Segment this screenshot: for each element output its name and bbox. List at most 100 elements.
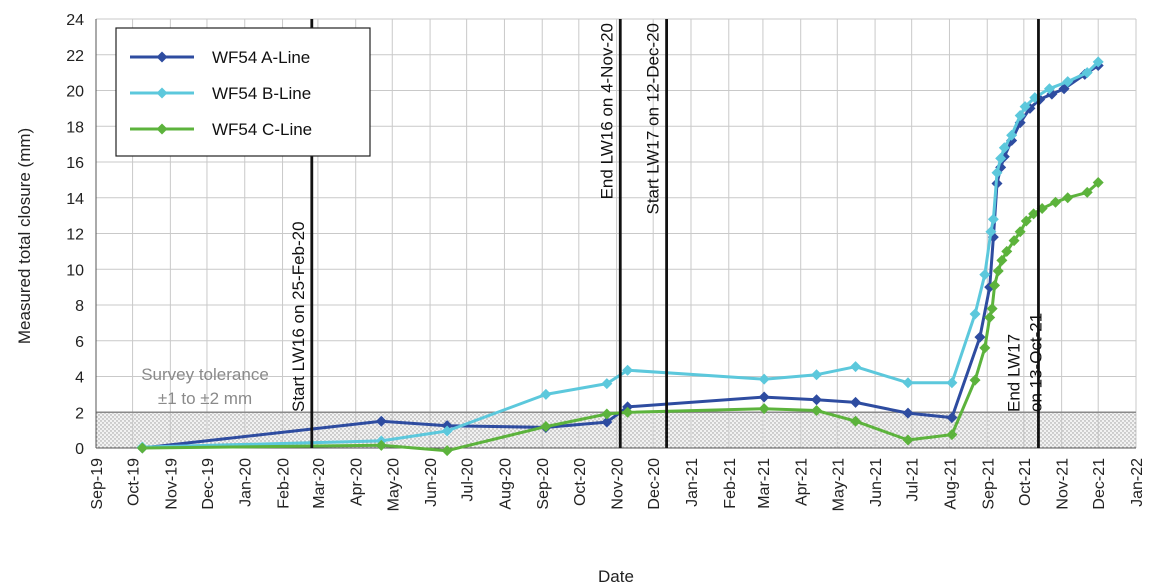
y-tick-label: 22 bbox=[66, 48, 84, 65]
x-tick-label: Dec-21 bbox=[1091, 458, 1108, 510]
y-tick-label: 2 bbox=[75, 405, 84, 422]
event-label: End LW16 on 4-Nov-20 bbox=[597, 23, 616, 199]
data-point bbox=[540, 421, 552, 433]
data-point bbox=[979, 269, 991, 281]
x-tick-label: Oct-19 bbox=[126, 458, 143, 506]
y-tick-label: 6 bbox=[75, 334, 84, 351]
data-point bbox=[1001, 245, 1013, 257]
x-tick-label: Jan-22 bbox=[1129, 458, 1146, 507]
data-point bbox=[622, 406, 634, 418]
y-tick-label: 24 bbox=[66, 12, 84, 29]
x-tick-label: Feb-21 bbox=[722, 458, 739, 509]
data-point bbox=[375, 439, 387, 451]
data-point bbox=[1092, 56, 1104, 68]
x-tick-label: Jan-20 bbox=[238, 458, 255, 507]
data-point bbox=[758, 391, 770, 403]
data-point bbox=[991, 167, 1003, 179]
data-point bbox=[1014, 110, 1026, 122]
x-tick-label: Mar-21 bbox=[756, 458, 773, 509]
y-tick-label: 20 bbox=[66, 84, 84, 101]
data-point bbox=[995, 152, 1007, 164]
x-tick-label: Oct-21 bbox=[1017, 458, 1034, 506]
data-point bbox=[1008, 235, 1020, 247]
data-point bbox=[1050, 196, 1062, 208]
x-tick-label: Jul-21 bbox=[905, 458, 922, 502]
data-point bbox=[984, 312, 996, 324]
event-label: End LW17 bbox=[1004, 334, 1023, 412]
data-point bbox=[1092, 177, 1104, 189]
series-2 bbox=[136, 56, 1104, 453]
data-point bbox=[996, 254, 1008, 266]
data-point bbox=[136, 442, 148, 454]
data-point bbox=[758, 403, 770, 415]
event-label: on 13-Oct-21 bbox=[1026, 313, 1045, 412]
x-tick-label: Nov-20 bbox=[610, 458, 627, 510]
data-point bbox=[998, 142, 1010, 154]
y-tick-label: 0 bbox=[75, 441, 84, 458]
data-point bbox=[811, 369, 823, 381]
data-point bbox=[811, 404, 823, 416]
x-tick-label: Sep-19 bbox=[89, 458, 106, 510]
x-tick-label: Feb-20 bbox=[276, 458, 293, 509]
data-point bbox=[601, 408, 613, 420]
plot-area: Survey tolerance ±1 to ±2 mm Start LW16 on… bbox=[95, 18, 1137, 457]
data-point bbox=[850, 415, 862, 427]
legend-label: WF54 B-Line bbox=[212, 84, 311, 103]
x-tick-label: May-20 bbox=[385, 458, 402, 511]
x-tick-label: Nov-21 bbox=[1055, 458, 1072, 510]
y-tick-label: 12 bbox=[66, 227, 84, 244]
data-point bbox=[1081, 186, 1093, 198]
tolerance-label-line: ±1 to ±2 mm bbox=[158, 389, 252, 408]
tolerance-band bbox=[96, 412, 1136, 448]
data-point bbox=[1081, 67, 1093, 79]
data-point bbox=[974, 331, 986, 343]
data-point bbox=[992, 265, 1004, 277]
x-tick-label: Jan-21 bbox=[684, 458, 701, 507]
data-point bbox=[1062, 192, 1074, 204]
data-point bbox=[985, 226, 997, 238]
data-point bbox=[987, 213, 999, 225]
x-tick-label: Jun-20 bbox=[423, 458, 440, 507]
x-tick-label: Sep-21 bbox=[980, 458, 997, 510]
data-point bbox=[979, 342, 991, 354]
legend-swatch-marker bbox=[156, 51, 168, 63]
x-tick-label: Apr-20 bbox=[349, 458, 366, 506]
x-tick-label: Aug-21 bbox=[942, 458, 959, 510]
y-tick-label: 4 bbox=[75, 370, 84, 387]
x-tick-label: May-21 bbox=[830, 458, 847, 511]
x-tick-label: Apr-21 bbox=[794, 458, 811, 506]
data-point bbox=[1020, 215, 1032, 227]
x-tick-label: Aug-20 bbox=[497, 458, 514, 510]
x-tick-label: Oct-20 bbox=[572, 458, 589, 506]
data-point bbox=[969, 374, 981, 386]
data-point bbox=[1019, 101, 1031, 113]
data-point bbox=[811, 394, 823, 406]
data-point bbox=[601, 378, 613, 390]
data-point bbox=[1014, 226, 1026, 238]
x-tick-labels: Sep-19 Oct-19 Nov-19 Dec-19 Jan-20 Feb-20 Mar-… bbox=[89, 458, 1146, 511]
x-tick-label: Mar-20 bbox=[311, 458, 328, 509]
data-point bbox=[989, 279, 1001, 291]
legend-swatch-marker bbox=[156, 87, 168, 99]
data-point bbox=[986, 303, 998, 315]
data-point bbox=[1062, 76, 1074, 88]
data-point bbox=[622, 364, 634, 376]
data-point bbox=[902, 434, 914, 446]
legend-swatch-marker bbox=[156, 123, 168, 135]
data-point bbox=[758, 373, 770, 385]
data-point bbox=[902, 377, 914, 389]
event-label: Start LW17 on 12-Dec-20 bbox=[644, 23, 663, 215]
data-point bbox=[946, 377, 958, 389]
y-tick-label: 10 bbox=[66, 262, 84, 279]
x-axis-title: Date bbox=[598, 567, 634, 586]
data-point bbox=[1043, 83, 1055, 95]
data-point bbox=[540, 388, 552, 400]
event-label: Start LW16 on 25-Feb-20 bbox=[289, 221, 308, 412]
tolerance-label-line: Survey tolerance bbox=[141, 365, 269, 384]
x-tick-label: Sep-20 bbox=[535, 458, 552, 510]
legend-label: WF54 C-Line bbox=[212, 120, 312, 139]
y-tick-label: 18 bbox=[66, 119, 84, 136]
y-tick-label: 16 bbox=[66, 155, 84, 172]
data-point bbox=[375, 415, 387, 427]
